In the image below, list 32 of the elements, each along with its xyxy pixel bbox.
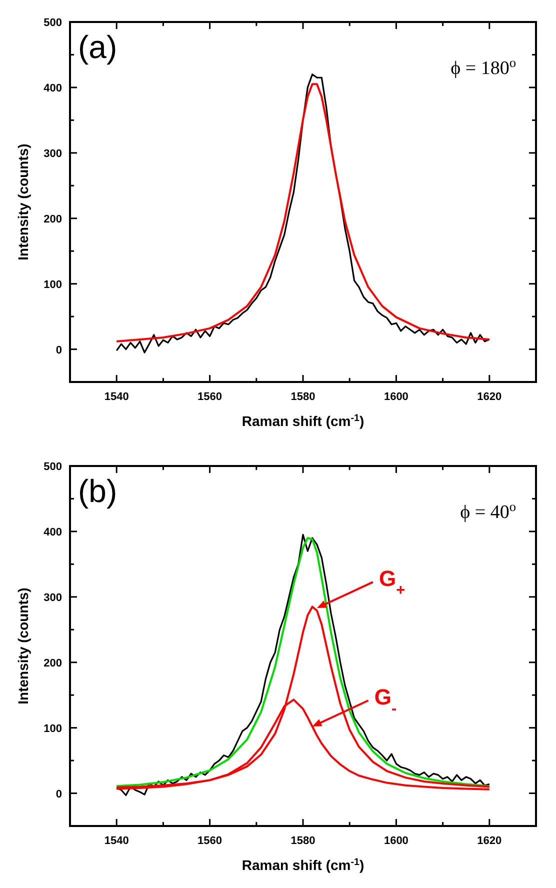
y-tick-label: 0 [56, 788, 62, 800]
y-tick-label: 100 [44, 278, 62, 291]
annotation: ϕ = 40$^{o}$ [460, 498, 516, 523]
y-tick-label: 100 [44, 722, 62, 735]
x-tick-label: 1580 [290, 835, 316, 847]
x-tick-label: 1600 [384, 391, 408, 403]
x-tick-label: 1580 [290, 391, 316, 403]
x-tick-label: 1560 [198, 835, 222, 847]
x-tick-label: 1620 [477, 391, 502, 403]
y-tick-label: 300 [44, 592, 62, 604]
annotation: (b) [78, 473, 118, 509]
annotation: G$_{-}$ [374, 684, 397, 718]
annotation: G$_{+}$ [378, 566, 406, 599]
y-tick-label: 400 [44, 526, 62, 538]
y-axis-title: Intensity (counts) [15, 144, 31, 260]
annotation: (a) [78, 29, 118, 65]
x-axis-title: Raman shift (cm$^{-1}$) [242, 412, 364, 429]
x-tick-label: 1540 [104, 835, 129, 847]
x-axis-title: Raman shift (cm$^{-1}$) [242, 856, 364, 873]
y-tick-label: 500 [44, 461, 62, 473]
y-tick-label: 200 [44, 213, 62, 226]
x-tick-label: 1540 [104, 391, 129, 403]
annotation: ϕ = 180$^{o}$ [450, 54, 516, 79]
y-tick-label: 500 [44, 17, 62, 29]
y-tick-label: 0 [56, 344, 62, 356]
y-tick-label: 200 [44, 657, 62, 670]
y-axis-title: Intensity (counts) [15, 588, 31, 704]
x-tick-label: 1600 [384, 835, 408, 847]
y-tick-label: 400 [44, 82, 62, 94]
x-tick-label: 1560 [198, 391, 222, 403]
x-tick-label: 1620 [477, 835, 502, 847]
y-tick-label: 300 [44, 148, 62, 160]
